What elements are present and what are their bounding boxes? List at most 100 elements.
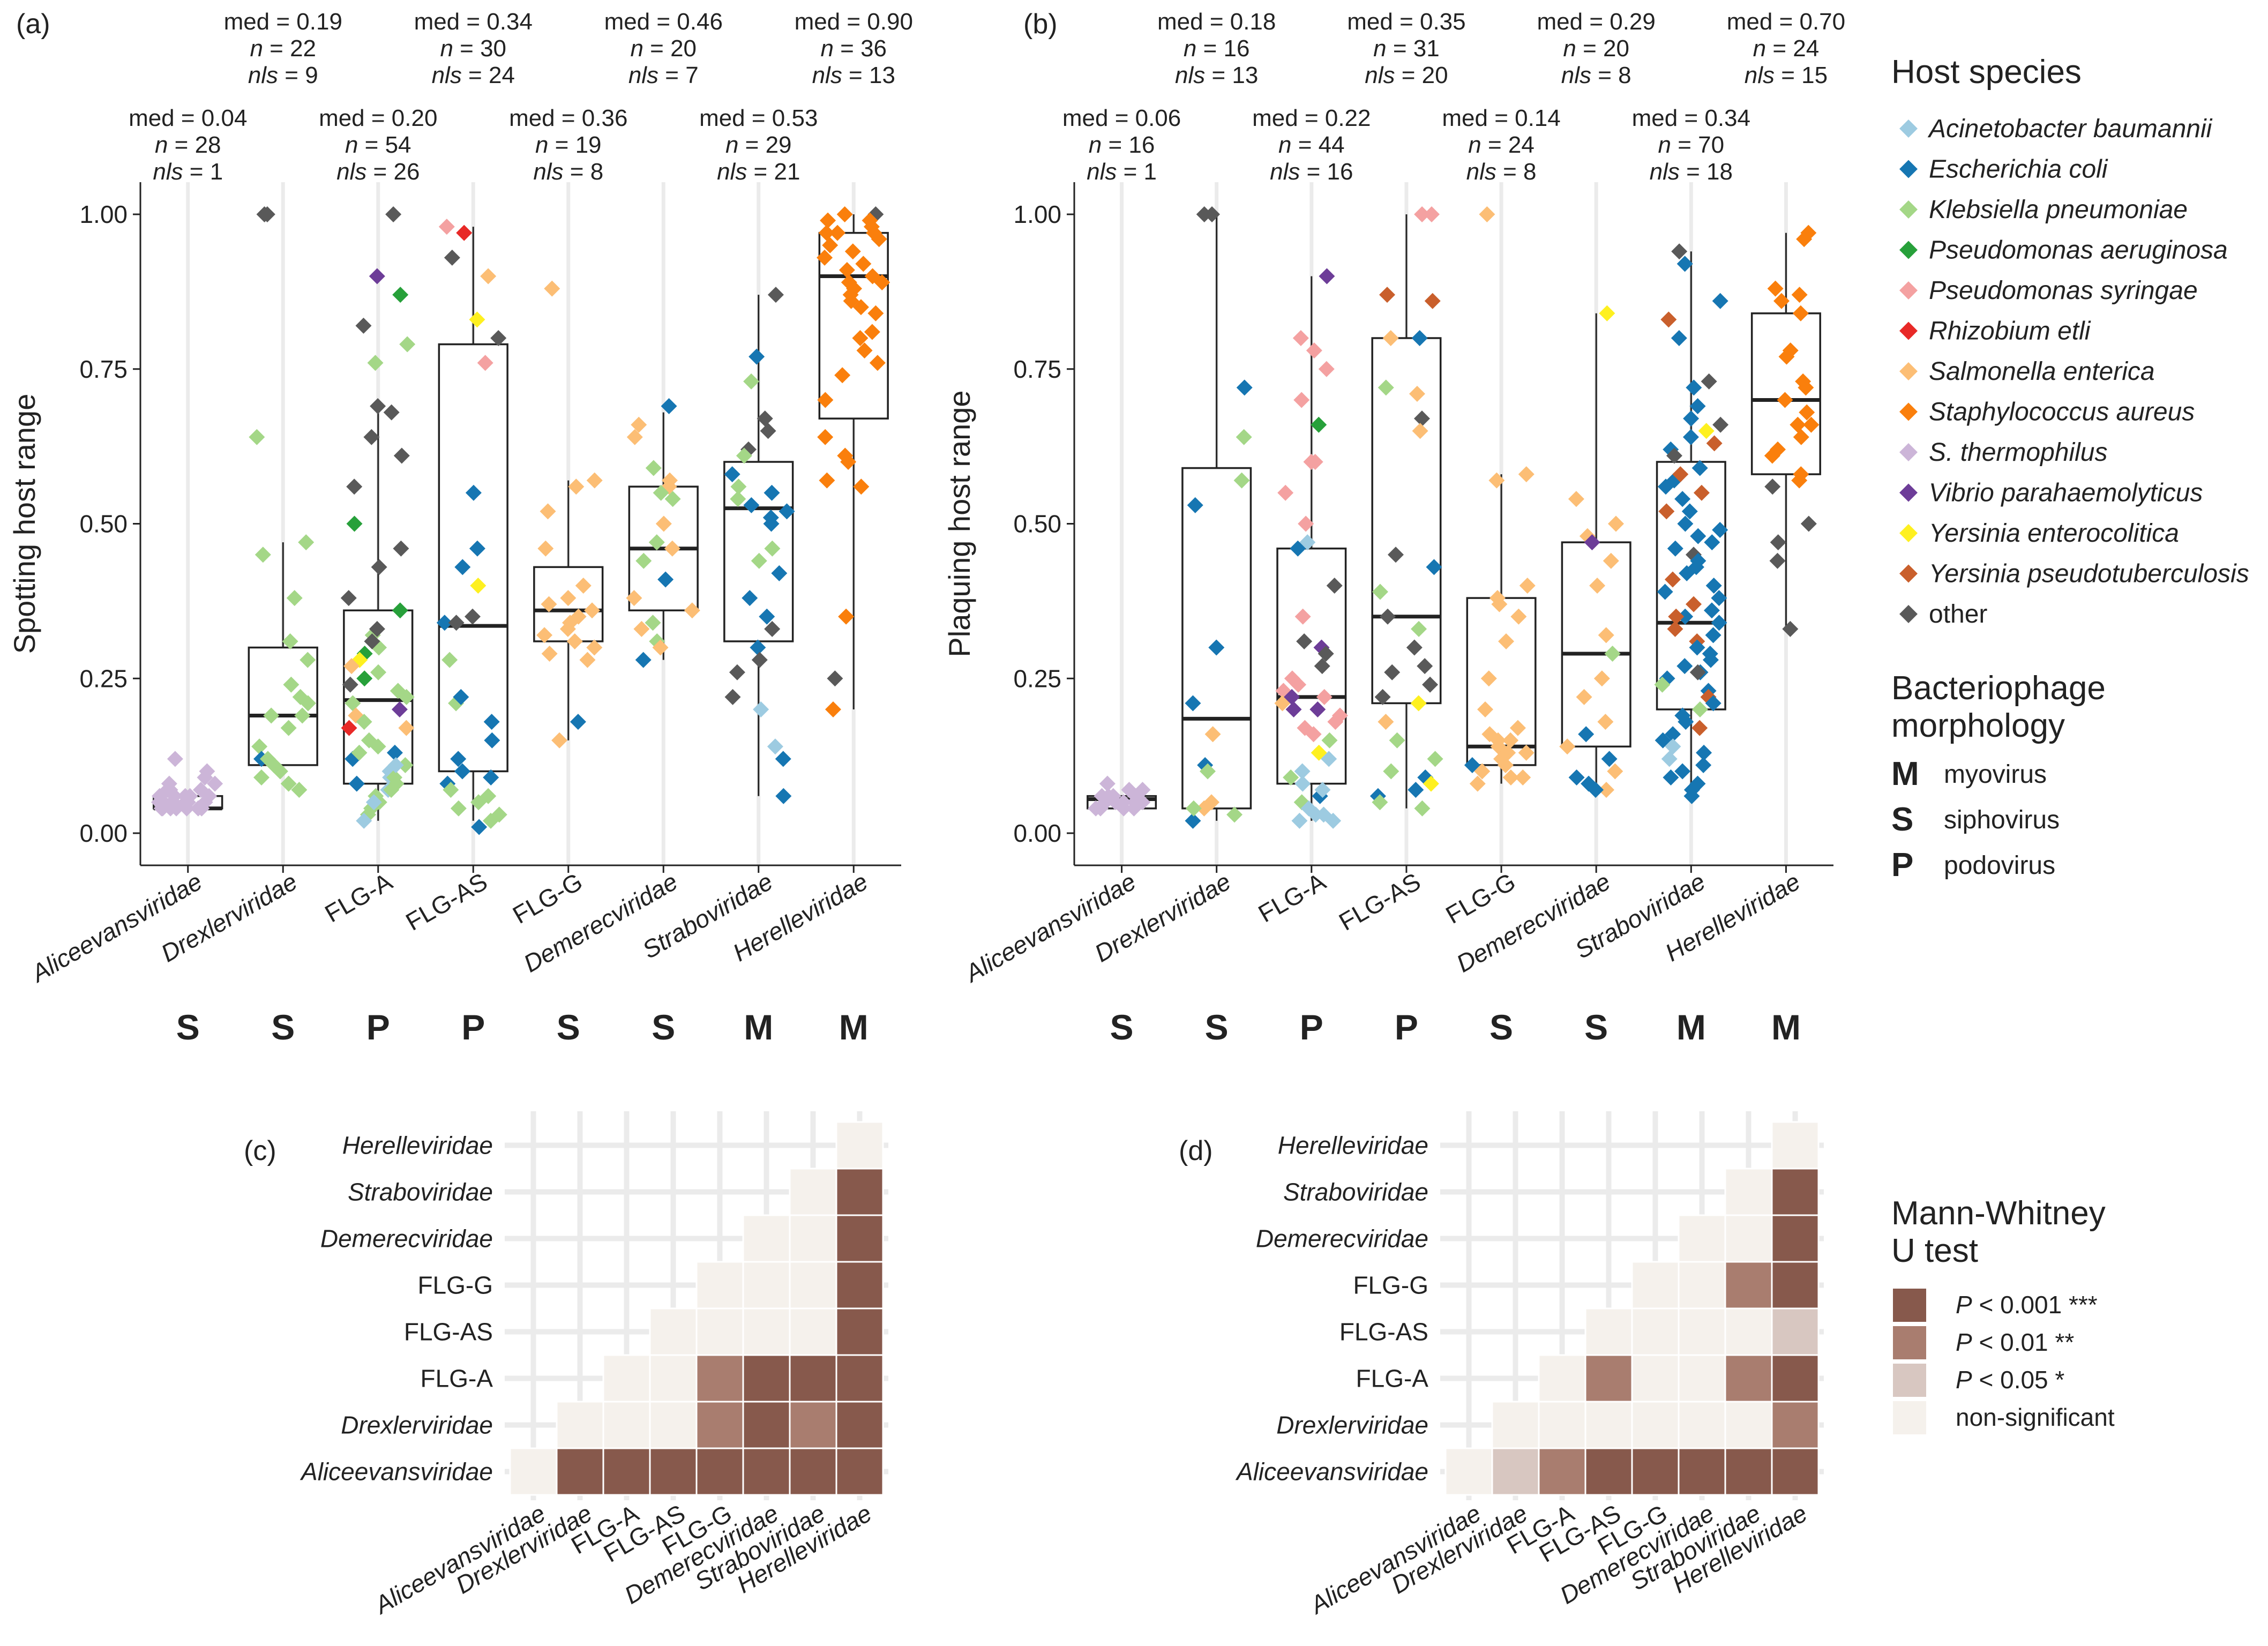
data-point bbox=[1479, 206, 1495, 222]
data-point bbox=[1477, 701, 1493, 717]
data-point bbox=[456, 225, 473, 241]
host-legend-item-yersinia-pseudotuberculosis: Yersinia pseudotuberculosis bbox=[1899, 560, 2249, 588]
heat-cell bbox=[1491, 1401, 1540, 1449]
data-point bbox=[392, 287, 409, 303]
data-point bbox=[757, 410, 773, 427]
heat-cell bbox=[1631, 1307, 1680, 1356]
data-point bbox=[1767, 280, 1784, 297]
heat-cell bbox=[695, 1447, 744, 1496]
data-point bbox=[167, 751, 183, 767]
data-point bbox=[1277, 484, 1294, 501]
stat-nls: nls = 9 bbox=[248, 62, 318, 88]
data-point bbox=[767, 287, 784, 303]
data-point bbox=[1374, 689, 1391, 705]
data-point bbox=[586, 472, 603, 489]
data-point bbox=[259, 206, 275, 222]
morph-label: siphovirus bbox=[1944, 806, 2060, 834]
data-point bbox=[1319, 268, 1335, 285]
heat-cell bbox=[1538, 1354, 1586, 1403]
data-point bbox=[369, 268, 385, 285]
stat-median: med = 0.19 bbox=[224, 9, 342, 35]
heat-cell bbox=[695, 1354, 744, 1403]
data-point bbox=[1663, 769, 1679, 786]
data-point bbox=[1777, 392, 1793, 408]
data-point bbox=[1306, 342, 1322, 359]
stat-nls: nls = 16 bbox=[1270, 159, 1353, 185]
data-point bbox=[869, 355, 886, 371]
data-point bbox=[559, 620, 576, 637]
data-point bbox=[298, 534, 315, 551]
data-point bbox=[1691, 460, 1708, 476]
data-point bbox=[1498, 633, 1515, 649]
data-point bbox=[1115, 794, 1132, 811]
data-point bbox=[1683, 788, 1700, 804]
data-point bbox=[1311, 416, 1327, 433]
data-point bbox=[760, 423, 776, 439]
stat-nls: nls = 24 bbox=[432, 62, 515, 88]
heat-cell bbox=[789, 1401, 837, 1449]
data-point bbox=[1309, 701, 1326, 717]
data-point bbox=[1318, 646, 1334, 662]
data-point bbox=[1488, 472, 1505, 489]
data-point bbox=[345, 695, 361, 712]
data-point bbox=[1208, 639, 1225, 656]
heat-cell bbox=[1491, 1447, 1540, 1496]
stat-median: med = 0.18 bbox=[1157, 9, 1276, 35]
data-point bbox=[1664, 571, 1681, 588]
data-point bbox=[1601, 751, 1618, 767]
data-point bbox=[1500, 744, 1516, 761]
data-point bbox=[1598, 627, 1614, 644]
heat-cell bbox=[556, 1401, 604, 1449]
stat-median: med = 0.53 bbox=[699, 105, 818, 131]
data-point bbox=[537, 540, 554, 557]
data-point bbox=[771, 565, 788, 581]
heat-cell bbox=[1631, 1261, 1680, 1310]
data-point bbox=[364, 633, 380, 649]
heat-cell bbox=[649, 1354, 698, 1403]
data-point bbox=[294, 707, 311, 724]
data-point bbox=[635, 552, 652, 569]
data-point bbox=[759, 608, 775, 625]
data-point bbox=[1599, 305, 1615, 321]
stat-n: n = 16 bbox=[1184, 35, 1250, 62]
data-point bbox=[664, 491, 681, 507]
data-point bbox=[1711, 615, 1727, 631]
host-species-legend: Host species Acinetobacter baumannii Esch… bbox=[1891, 54, 2249, 629]
data-point bbox=[1321, 751, 1337, 767]
data-point bbox=[393, 447, 410, 464]
sig-swatch bbox=[1893, 1289, 1926, 1322]
data-point bbox=[1598, 782, 1615, 798]
data-point bbox=[155, 794, 172, 811]
data-point bbox=[1701, 373, 1717, 390]
data-point bbox=[730, 491, 746, 507]
data-point bbox=[1682, 429, 1699, 445]
data-point bbox=[1283, 769, 1299, 786]
data-point bbox=[763, 515, 780, 532]
data-point bbox=[750, 639, 766, 656]
stat-median: med = 0.14 bbox=[1442, 105, 1560, 131]
data-point bbox=[1502, 769, 1519, 786]
data-point bbox=[453, 689, 469, 705]
data-point bbox=[1411, 620, 1427, 637]
data-point bbox=[1691, 701, 1708, 717]
stat-n: n = 31 bbox=[1373, 35, 1440, 62]
data-point bbox=[1671, 330, 1687, 346]
legend-label: Klebsiella pneumoniae bbox=[1929, 196, 2188, 224]
data-point bbox=[1408, 782, 1424, 798]
data-point bbox=[1584, 534, 1600, 551]
heat-cell bbox=[1584, 1401, 1633, 1449]
morphology-code: S bbox=[557, 1007, 580, 1047]
panel-label-d: (d) bbox=[1179, 1135, 1213, 1166]
data-point bbox=[635, 652, 652, 668]
data-point bbox=[450, 800, 467, 817]
sig-swatch bbox=[1893, 1326, 1926, 1359]
data-point bbox=[356, 714, 372, 730]
data-point bbox=[1480, 670, 1497, 687]
data-point bbox=[387, 757, 404, 773]
data-point bbox=[1127, 788, 1144, 804]
stat-median: med = 0.70 bbox=[1727, 9, 1845, 35]
data-point bbox=[1559, 738, 1576, 755]
